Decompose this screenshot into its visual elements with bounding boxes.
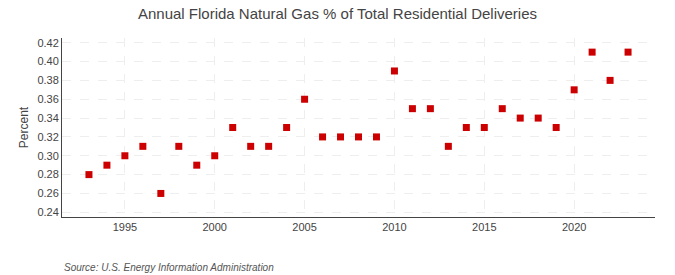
svg-text:0.28: 0.28 bbox=[37, 168, 58, 180]
svg-text:0.40: 0.40 bbox=[37, 55, 58, 67]
svg-text:Annual Florida Natural Gas % o: Annual Florida Natural Gas % of Total Re… bbox=[138, 5, 537, 22]
svg-text:0.32: 0.32 bbox=[37, 131, 58, 143]
svg-text:2005: 2005 bbox=[292, 221, 316, 233]
svg-text:0.24: 0.24 bbox=[37, 206, 58, 218]
svg-text:0.36: 0.36 bbox=[37, 93, 58, 105]
svg-text:0.42: 0.42 bbox=[37, 37, 58, 49]
svg-text:2015: 2015 bbox=[472, 221, 496, 233]
svg-text:0.26: 0.26 bbox=[37, 187, 58, 199]
svg-text:0.34: 0.34 bbox=[37, 112, 58, 124]
svg-text:Percent: Percent bbox=[17, 106, 31, 148]
svg-text:Source: U.S. Energy Informatio: Source: U.S. Energy Information Administ… bbox=[64, 262, 274, 273]
svg-text:0.38: 0.38 bbox=[37, 74, 58, 86]
svg-text:2010: 2010 bbox=[382, 221, 406, 233]
svg-text:1995: 1995 bbox=[113, 221, 137, 233]
svg-text:2020: 2020 bbox=[562, 221, 586, 233]
svg-text:0.30: 0.30 bbox=[37, 150, 58, 162]
svg-text:2000: 2000 bbox=[202, 221, 226, 233]
